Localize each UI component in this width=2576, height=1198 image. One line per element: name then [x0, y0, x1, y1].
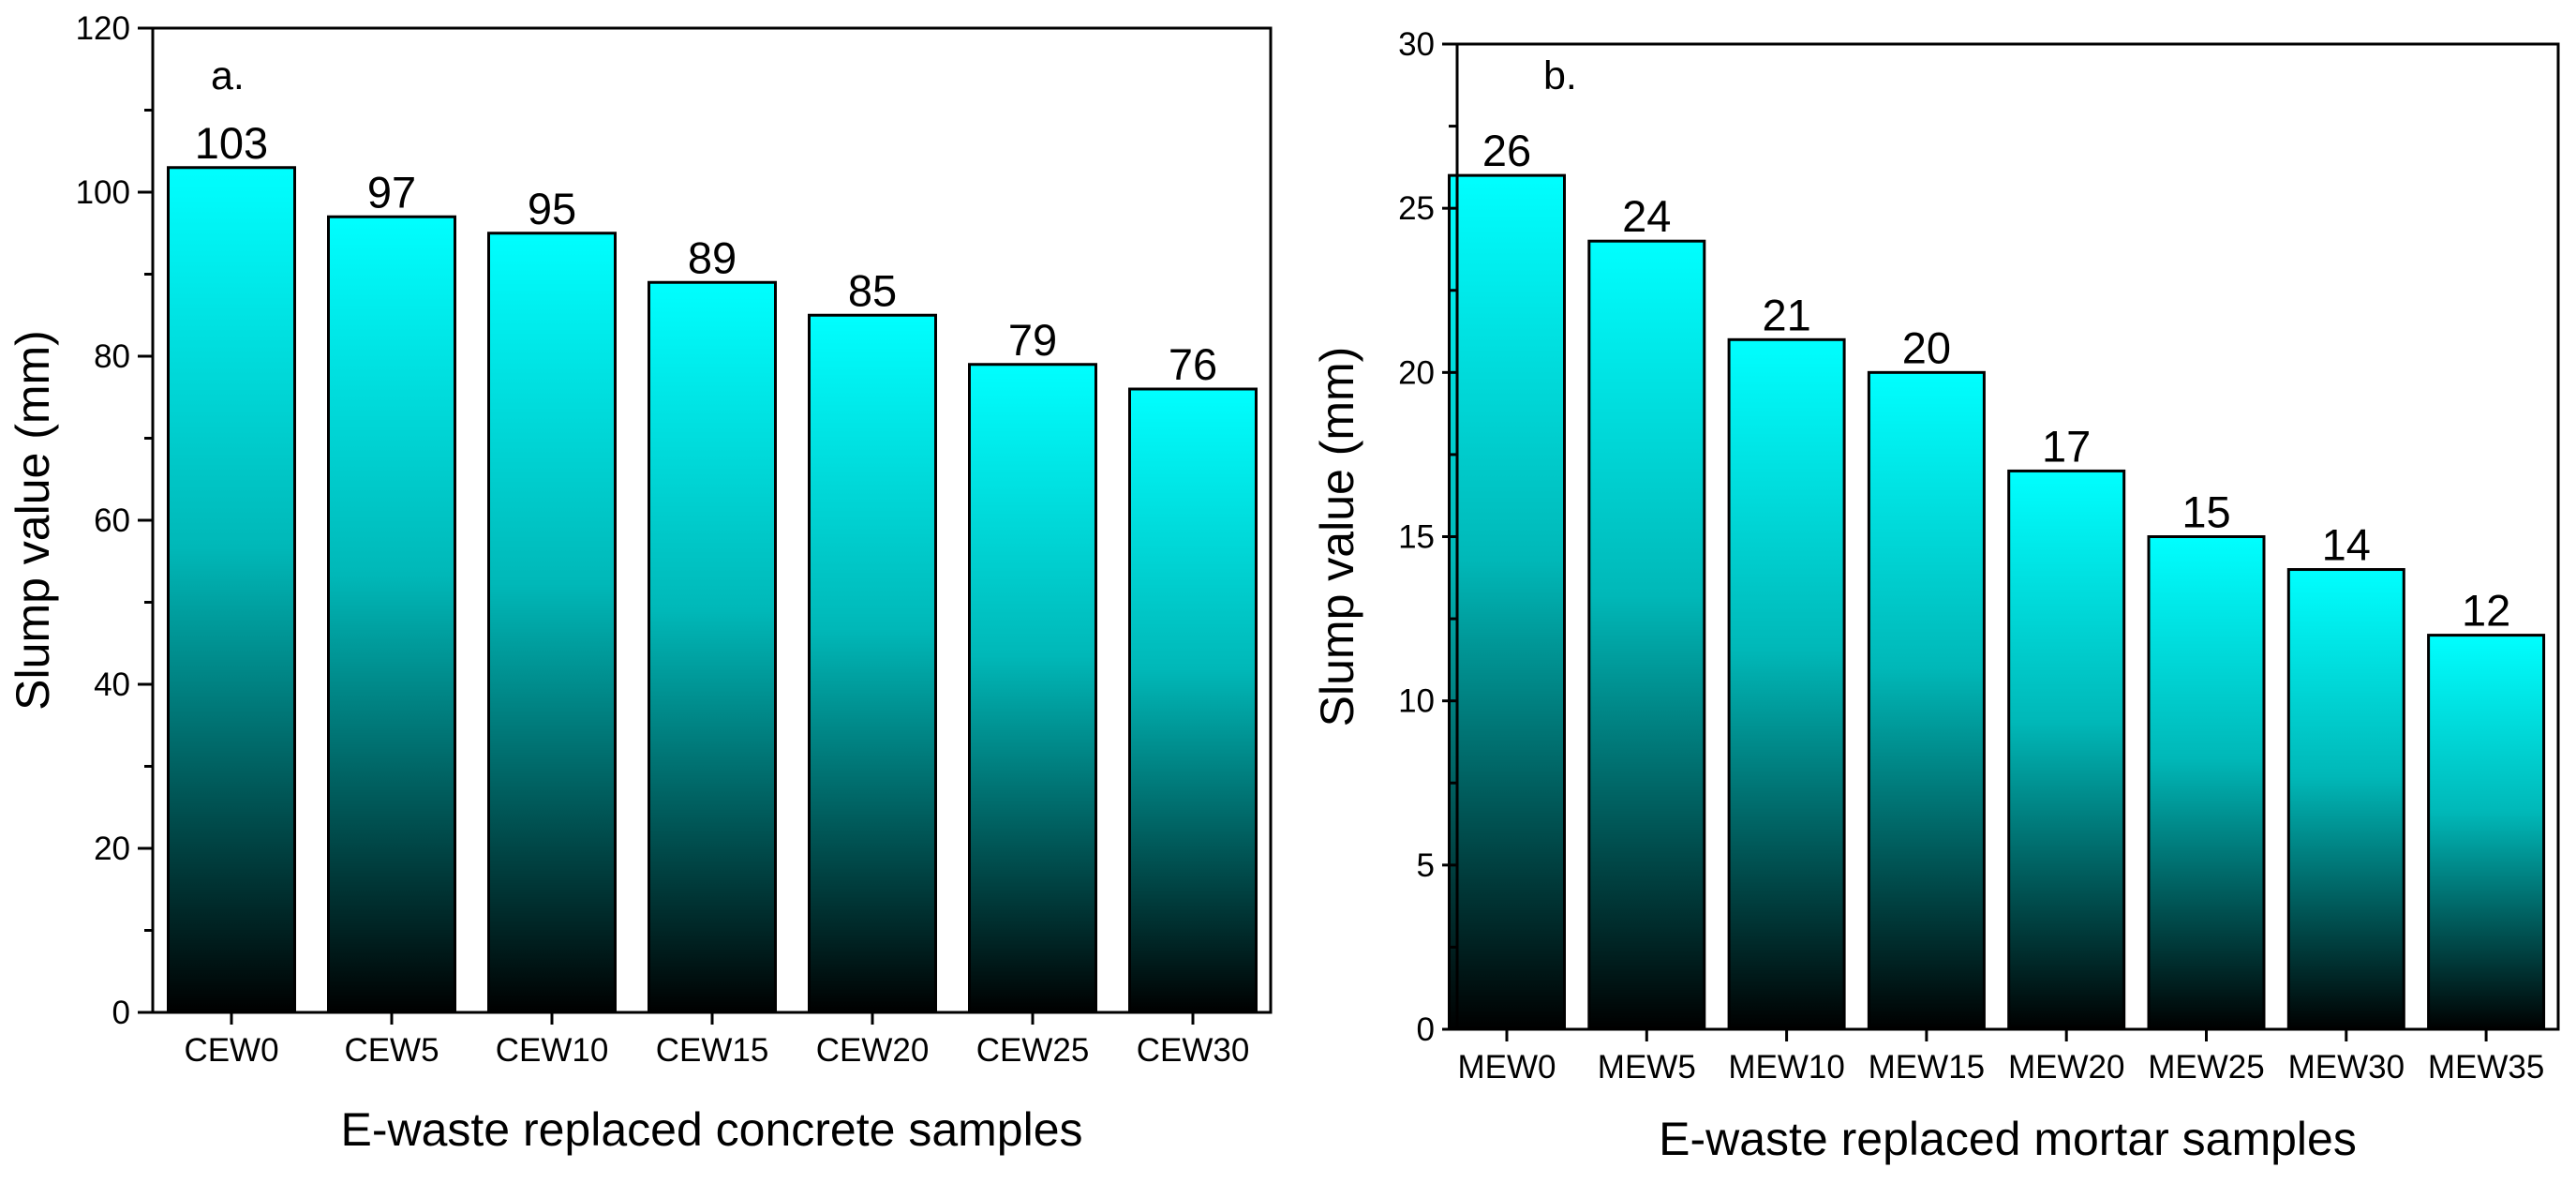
panel-b-bar-mew20 [2007, 469, 2126, 1031]
panel-b-y-tick-label: 15 [1398, 519, 1435, 556]
panel-b-y-tick-label: 25 [1398, 190, 1435, 227]
panel-a-bar-cew20 [808, 313, 937, 1014]
panel-a-panel-letter: a. [211, 53, 245, 98]
panel-b-value-label: 24 [1622, 191, 1671, 241]
panel-b-x-tick-label: MEW30 [2288, 1049, 2405, 1086]
panel-a-bar-cew15 [648, 280, 777, 1014]
panel-a-y-tick-label: 20 [94, 831, 130, 867]
panel-a-y-tick-label: 80 [94, 338, 130, 375]
panel-b-y-axis-title: Slump value (mm) [1311, 347, 1363, 727]
panel-b-value-label: 26 [1482, 126, 1531, 175]
panel-a-bar-cew0 [167, 166, 296, 1014]
panel-b-chart: 26 MEW0 24 MEW5 21 MEW10 20 MEW15 17 MEW20 15 MEW25… [1311, 26, 2560, 1165]
panel-a-y-tick-label: 40 [94, 666, 130, 703]
panel-a-y-axis-title: Slump value (mm) [7, 330, 59, 711]
panel-b-value-label: 15 [2181, 487, 2230, 537]
panel-a-value-label: 97 [367, 167, 416, 217]
panel-b-value-label: 12 [2462, 586, 2510, 636]
panel-a-x-tick-label: CEW15 [656, 1032, 769, 1069]
panel-a-x-axis-title: E-waste replaced concrete samples [340, 1103, 1082, 1156]
panel-b-bar-mew30 [2286, 568, 2405, 1031]
panel-b-bar-mew15 [1867, 370, 1986, 1031]
panel-b-value-label: 20 [1902, 322, 1951, 372]
panel-a-bar-cew5 [327, 215, 456, 1014]
panel-b-bar-mew10 [1727, 337, 1846, 1031]
panel-b-y-tick-label: 0 [1417, 1011, 1435, 1048]
panel-b-bar-mew5 [1587, 239, 1706, 1031]
panel-a-x-tick-label: CEW5 [344, 1032, 439, 1069]
panel-a-x-tick-label: CEW20 [816, 1032, 930, 1069]
panel-a-y-tick-label: 0 [112, 995, 130, 1031]
panel-b-x-tick-label: MEW35 [2428, 1049, 2544, 1086]
panel-b-value-label: 21 [1762, 290, 1810, 339]
panel-b-value-label: 17 [2042, 421, 2091, 471]
panel-b-y-tick-label: 20 [1398, 354, 1435, 391]
panel-b-value-label: 14 [2322, 520, 2371, 570]
panel-a-value-label: 89 [688, 232, 737, 282]
panel-a-y-tick-label: 120 [76, 10, 130, 47]
panel-a-value-label: 95 [528, 184, 576, 233]
panel-b-bar-mew0 [1448, 173, 1566, 1031]
panel-b-y-tick-label: 10 [1398, 683, 1435, 720]
panel-b-x-tick-label: MEW15 [1869, 1049, 1985, 1086]
panel-a-value-label: 103 [195, 118, 268, 168]
panel-b-x-axis-title: E-waste replaced mortar samples [1659, 1113, 2357, 1165]
panel-a-y-tick-label: 100 [76, 174, 130, 211]
panel-a-x-tick-label: CEW10 [496, 1032, 609, 1069]
panel-a-y-tick-label: 60 [94, 502, 130, 539]
panel-b-x-tick-label: MEW20 [2008, 1049, 2124, 1086]
panel-a-x-tick-label: CEW25 [976, 1032, 1090, 1069]
panel-a-bar-cew30 [1128, 387, 1258, 1014]
panel-a-chart: 103 CEW0 97 CEW5 95 CEW10 89 CEW15 85 CEW20 79 CEW2… [7, 10, 1273, 1156]
panel-a-bar-cew25 [968, 363, 1097, 1014]
panel-b-x-tick-label: MEW10 [1728, 1049, 1844, 1086]
panel-a-value-label: 79 [1008, 315, 1057, 365]
panel-b-x-tick-label: MEW5 [1598, 1049, 1696, 1086]
panel-b-x-tick-label: MEW25 [2148, 1049, 2264, 1086]
panel-a-value-label: 76 [1169, 339, 1217, 389]
panel-b-bar-mew35 [2427, 634, 2546, 1031]
panel-a-bar-cew10 [487, 232, 617, 1014]
panel-b-y-tick-label: 30 [1398, 26, 1435, 63]
panel-a-x-tick-label: CEW0 [184, 1032, 278, 1069]
panel-b-y-tick-label: 5 [1417, 847, 1435, 884]
panel-a-x-tick-label: CEW30 [1137, 1032, 1250, 1069]
panel-a-value-label: 85 [848, 265, 897, 315]
panel-b-panel-letter: b. [1543, 53, 1577, 98]
panel-b-bar-mew25 [2147, 535, 2266, 1031]
panel-b-x-tick-label: MEW0 [1458, 1049, 1556, 1086]
